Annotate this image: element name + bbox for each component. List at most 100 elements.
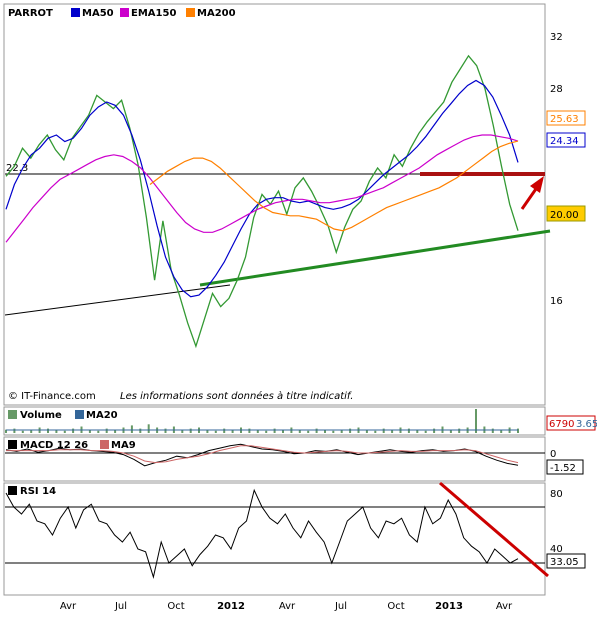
rsi-tick-80: 80 (550, 489, 563, 500)
tag-last-box (546, 205, 586, 222)
legend-rsi-label: RSI 14 (20, 486, 56, 497)
volume-bar (164, 428, 167, 433)
volume-bar (475, 409, 477, 433)
tag-macd-value: -1.52 (550, 463, 576, 474)
ema150-series-line (5, 134, 519, 243)
resistance-label: 22.3 (6, 163, 28, 174)
volume-bar (324, 429, 326, 433)
macd-lines (5, 443, 519, 467)
legend-ma9-label: MA9 (111, 440, 136, 451)
ma200-series-line (149, 140, 519, 232)
tag-rsi-value: 33.05 (550, 557, 579, 568)
volume-bar (332, 430, 335, 433)
volume-bar (97, 430, 100, 433)
tag-volume-ma-value: 3.65 (576, 419, 597, 430)
volume-bars (5, 409, 519, 433)
tag-ma200-box (546, 110, 586, 126)
legend-ma50-swatch (71, 8, 80, 17)
legend-ma50-label: MA50 (82, 8, 114, 19)
legend-volume-swatch (8, 410, 17, 419)
legend-ma20-label: MA20 (86, 410, 118, 421)
tag-ma200-value: 25.63 (550, 114, 579, 125)
volume-bar (517, 428, 519, 433)
volume-bar (105, 428, 108, 433)
macd-panel (3, 436, 546, 482)
copyright: © IT-Finance.com (8, 391, 96, 402)
tag-volume-value: 6790 (549, 419, 574, 430)
volume-bar (298, 429, 301, 433)
legend-ma200-swatch (186, 8, 195, 17)
support-trendline (199, 229, 551, 287)
volume-bar (349, 428, 352, 433)
volume-bar (21, 430, 24, 433)
macd-tick-0: 0 (550, 449, 556, 460)
volume-bar (72, 428, 75, 433)
tag-last-value: 20.00 (550, 210, 579, 221)
legend-ma9-swatch (100, 440, 109, 449)
volume-bar (189, 428, 192, 433)
volume-bar (5, 429, 7, 433)
x-tick-label: 2013 (435, 601, 463, 612)
tag-volume-box (546, 415, 596, 431)
volume-bar (449, 429, 452, 433)
volume-bar (147, 424, 150, 433)
long-trendline (4, 284, 231, 316)
x-axis: Avr Jul Oct 2012 Avr Jul Oct 2013 Avr (60, 601, 513, 612)
volume-bar (55, 429, 58, 433)
up-arrow-head (530, 176, 544, 193)
legend-macd-swatch (8, 440, 17, 449)
volume-bar (88, 429, 91, 433)
volume-bar (265, 430, 268, 433)
volume-bar (63, 430, 66, 433)
rsi-lines (5, 488, 519, 579)
volume-bar (130, 425, 133, 433)
volume-bar (248, 428, 251, 433)
volume-bar (433, 428, 436, 433)
x-tick-label: Avr (60, 601, 77, 612)
x-tick-label: Jul (114, 601, 127, 612)
volume-bar (382, 428, 385, 433)
volume-bar (181, 429, 184, 433)
volume-bar (391, 429, 394, 433)
price-tick-32: 32 (550, 32, 563, 43)
legend-ma20-swatch (75, 410, 84, 419)
volume-bar (374, 430, 377, 433)
volume-bar (307, 430, 310, 433)
volume-bar (114, 429, 117, 433)
volume-bar (407, 428, 410, 433)
price-tick-16: 16 (550, 296, 563, 307)
volume-bar (315, 428, 318, 433)
volume-bar (282, 429, 284, 433)
tag-ma50-box (546, 132, 586, 148)
disclaimer: Les informations sont données à titre in… (120, 390, 353, 402)
price-legend: PARROT MA50 EMA150 MA200 (8, 8, 236, 19)
price-panel (3, 3, 546, 406)
rsi-series-line (5, 488, 519, 579)
volume-bar (340, 429, 343, 433)
rsi-down-trend (439, 481, 549, 578)
tag-macd-box (546, 459, 584, 475)
tag-ma50-value: 24.34 (550, 136, 579, 147)
rsi-tick-40: 40 (550, 544, 563, 555)
volume-bar (231, 429, 234, 433)
volume-bar (256, 429, 259, 433)
volume-bar (30, 429, 33, 433)
price-lines (5, 54, 519, 349)
volume-bar (458, 428, 461, 433)
rsi-legend: RSI 14 (8, 486, 56, 497)
parrot-series-line (5, 54, 519, 349)
legend-rsi-swatch (8, 486, 17, 495)
volume-bar (223, 428, 226, 433)
volume-bar (491, 428, 494, 433)
x-tick-label: Oct (387, 601, 404, 612)
price-tick-28: 28 (550, 84, 563, 95)
volume-bar (500, 429, 503, 433)
volume-bar (424, 430, 427, 433)
volume-bar (139, 428, 142, 433)
volume-bar (214, 430, 217, 433)
volume-bar (273, 428, 276, 433)
up-arrow-shaft (520, 185, 540, 210)
macd-legend: MACD 12 26 MA9 (8, 440, 136, 451)
tag-rsi-box (546, 553, 586, 569)
volume-bar (206, 429, 209, 433)
